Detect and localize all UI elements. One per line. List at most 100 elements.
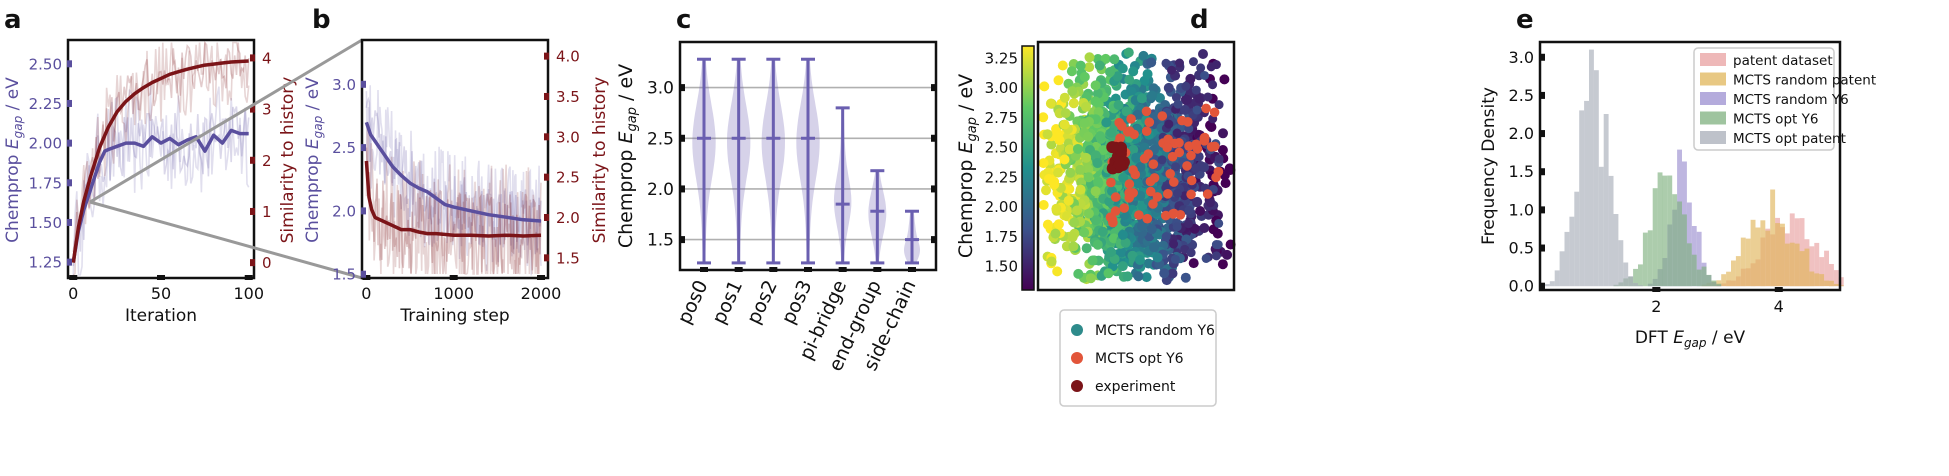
y2-tick-label: 3 <box>262 101 272 119</box>
noise-trace-left <box>72 106 250 267</box>
scatter-point <box>1039 81 1050 92</box>
panel-d: 1.50 1.75 2.00 2.25 2.50 2.75 3.00 3.25 Chempro… <box>955 40 1236 407</box>
scatter-point <box>1133 178 1144 189</box>
scatter-point <box>1083 172 1094 183</box>
scatter-point-mcts-opt-y6 <box>1169 177 1179 187</box>
y-tick-mark <box>1539 206 1545 214</box>
scatter-point <box>1038 200 1049 210</box>
y2-tick-mark <box>250 156 255 164</box>
scatter-point-mcts-opt-y6 <box>1124 193 1134 203</box>
y-tick-mark <box>67 60 72 68</box>
y-tick-label: 3.0 <box>1509 48 1534 67</box>
scatter-point <box>1208 80 1218 90</box>
scatter-point <box>1143 258 1154 269</box>
scatter-point-mcts-opt-y6 <box>1148 159 1159 169</box>
scatter-point <box>1084 52 1095 63</box>
histogram-bar <box>1804 248 1810 287</box>
y-tick-label: 3.0 <box>647 79 674 99</box>
histogram-bar <box>1711 280 1717 287</box>
y-tick-mark <box>679 134 685 142</box>
scatter-point <box>1090 186 1101 197</box>
scatter-point <box>1214 100 1224 110</box>
scatter-point <box>1075 60 1086 71</box>
scatter-point <box>1217 259 1228 270</box>
scatter-point-mcts-opt-y6 <box>1183 117 1193 127</box>
y2-tick-mark <box>250 259 255 267</box>
scatter-point <box>1097 226 1108 237</box>
scatter-point-mcts-opt-y6 <box>1186 150 1196 161</box>
y-tick-mark-right <box>931 185 937 193</box>
histogram-bar <box>1809 246 1815 287</box>
colorbar-tick-label: 3.00 <box>985 79 1018 97</box>
histogram-bar <box>1833 270 1839 287</box>
y2-tick-label: 1 <box>262 203 272 221</box>
y-tick-mark <box>67 179 72 187</box>
y-tick-label: 1.75 <box>29 174 62 192</box>
y2-tick-label: 4.0 <box>556 48 580 66</box>
histogram-bar <box>1544 284 1550 287</box>
x-tick-mark <box>244 275 253 280</box>
y2-tick-mark <box>250 105 255 113</box>
x-tick-label: pos1 <box>708 277 747 328</box>
histogram-bar <box>1760 220 1766 287</box>
legend-label-experiment: experiment <box>1095 379 1176 395</box>
scatter-point <box>1073 268 1084 279</box>
scatter-point <box>1138 50 1149 61</box>
scatter-point <box>1116 247 1127 258</box>
scatter-point <box>1137 221 1148 232</box>
histogram-bar <box>1667 175 1673 287</box>
scatter-point <box>1042 129 1053 140</box>
panel-b-y2label: Similarity to history <box>590 77 610 244</box>
histogram-bar <box>1598 166 1604 287</box>
scatter-point <box>1172 128 1182 138</box>
scatter-point <box>1167 268 1178 279</box>
scatter-point <box>1038 112 1049 123</box>
y-tick-mark-right <box>931 236 937 244</box>
y2-tick-label: 2.0 <box>556 209 580 227</box>
y-tick-mark-right <box>931 134 937 142</box>
scatter-point <box>1172 188 1182 198</box>
y-tick-label: 1.0 <box>1509 200 1534 219</box>
scatter-point <box>1128 66 1139 77</box>
histogram-bar <box>1755 227 1761 287</box>
histogram-bar <box>1652 188 1658 287</box>
scatter-point <box>1184 205 1194 215</box>
histogram-bar <box>1745 238 1751 287</box>
scatter-point-mcts-opt-y6 <box>1161 210 1171 221</box>
x-tick-label: 1000 <box>433 284 474 303</box>
scatter-point <box>1191 163 1201 173</box>
scatter-point-mcts-opt-y6 <box>1126 114 1136 124</box>
scatter-point <box>1081 101 1091 112</box>
y2-tick-mark <box>544 52 549 60</box>
scatter-point-mcts-opt-y6 <box>1167 151 1178 162</box>
histogram-bar <box>1691 254 1697 287</box>
histogram-bar <box>1647 230 1653 287</box>
y-tick-label: 1.25 <box>29 254 62 272</box>
legend-label: MCTS opt patent <box>1733 131 1846 147</box>
scatter-point <box>1199 223 1210 233</box>
scatter-point-mcts-opt-y6 <box>1152 192 1163 202</box>
panel-a-ylabel: Chemprop Egap / eV <box>3 77 25 243</box>
scatter-point <box>1180 272 1191 283</box>
histogram-bar <box>1608 175 1614 287</box>
scatter-point <box>1135 161 1146 172</box>
panel-label-c: c <box>676 5 691 35</box>
scatter-point-mcts-opt-y6 <box>1201 103 1211 114</box>
scatter-point <box>1085 273 1096 284</box>
scatter-point <box>1105 67 1115 77</box>
scatter-point <box>1053 75 1064 86</box>
scatter-point <box>1122 271 1133 282</box>
histogram-bar <box>1721 274 1727 287</box>
scatter-point <box>1046 139 1057 150</box>
histogram-bar <box>1809 271 1815 287</box>
scatter-point <box>1136 93 1147 104</box>
scatter-point <box>1152 252 1163 263</box>
scatter-point <box>1171 162 1181 172</box>
histogram-bar <box>1716 283 1722 287</box>
y-tick-mark <box>361 270 366 278</box>
y2-tick-mark <box>544 92 549 100</box>
scatter-point <box>1220 178 1231 189</box>
histogram-bar <box>1829 280 1834 287</box>
scatter-point <box>1211 60 1221 70</box>
histogram-bar <box>1642 232 1648 287</box>
